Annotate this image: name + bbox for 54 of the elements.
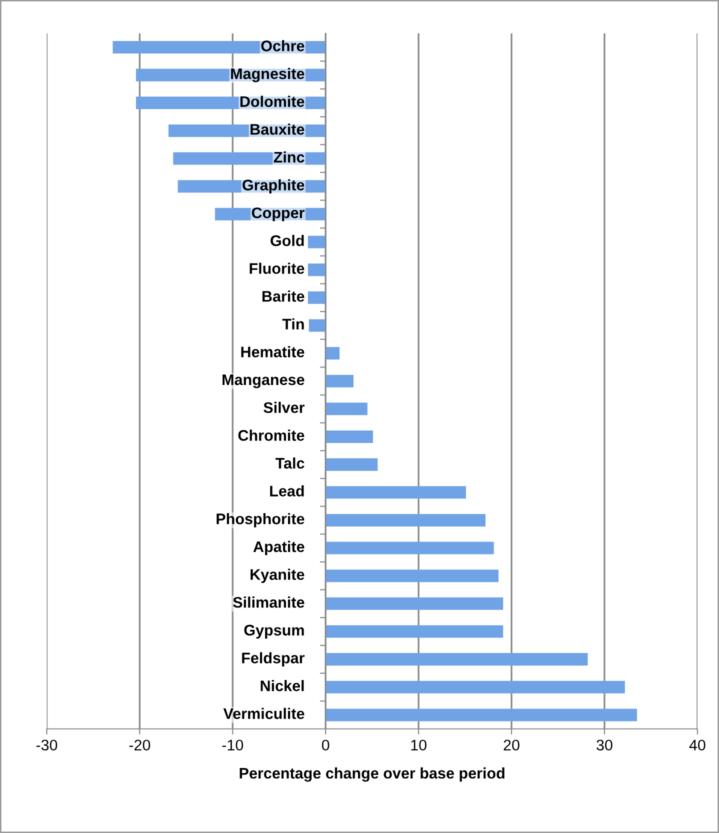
y-tick-label: Apatite <box>253 540 304 556</box>
y-tick-label: Tin <box>282 318 304 330</box>
y-tick-label: Chromite <box>238 430 304 441</box>
y-tick-label: Lead <box>270 485 304 496</box>
bar <box>326 374 354 388</box>
x-tick-label: -20 <box>129 740 150 751</box>
bar <box>326 486 466 499</box>
bar <box>326 708 638 722</box>
bar <box>173 152 326 165</box>
x-tick-label: 30 <box>596 740 612 751</box>
bar <box>326 458 378 471</box>
bar <box>326 653 588 666</box>
y-tick-label: Magnesite <box>231 68 304 82</box>
bar <box>326 680 625 694</box>
y-tick-label: Gold <box>270 234 304 246</box>
bar <box>308 264 326 276</box>
bar <box>326 570 499 582</box>
y-tick-label: Copper <box>252 207 305 222</box>
y-tick-label: Phosphorite <box>216 513 304 528</box>
y-tick-label: Talc <box>276 457 304 469</box>
y-tick-label: Silimanite <box>233 596 304 608</box>
y-tick-label: Nickel <box>260 680 304 692</box>
x-tick-label: 10 <box>411 740 426 751</box>
bar <box>308 319 326 332</box>
y-tick-label: Graphite <box>242 179 304 194</box>
y-tick-label: Dolomite <box>240 96 304 107</box>
bar <box>112 40 326 54</box>
x-tick-label: 40 <box>689 740 706 751</box>
x-tick-label: -10 <box>222 740 244 751</box>
x-tick-label: 0 <box>322 740 330 751</box>
y-tick-label: Vermiculite <box>223 708 304 720</box>
y-tick-label: Fluorite <box>250 262 304 274</box>
bar <box>308 291 326 304</box>
x-tick-label: 20 <box>504 740 520 751</box>
bar <box>326 625 504 638</box>
bar <box>326 402 368 416</box>
y-tick-label: Feldspar <box>242 652 305 666</box>
y-tick-label: Bauxite <box>250 124 304 135</box>
bar <box>308 236 326 248</box>
bar <box>326 514 486 526</box>
bar <box>326 542 494 554</box>
y-tick-label: Manganese <box>222 374 304 388</box>
x-tick-label: -30 <box>36 740 58 751</box>
bar <box>326 430 374 443</box>
y-tick-label: Hematite <box>241 346 304 358</box>
y-tick-label: Barite <box>262 290 304 302</box>
y-tick-label: Gypsum <box>244 624 304 639</box>
y-tick-label: Zinc <box>274 151 304 163</box>
bar <box>326 597 504 610</box>
y-tick-label: Silver <box>264 402 305 414</box>
y-tick-label: Kyanite <box>250 568 304 583</box>
y-tick-label: Ochre <box>261 40 304 52</box>
bar <box>326 347 340 360</box>
x-axis-title: Percentage change over base period <box>240 767 504 782</box>
